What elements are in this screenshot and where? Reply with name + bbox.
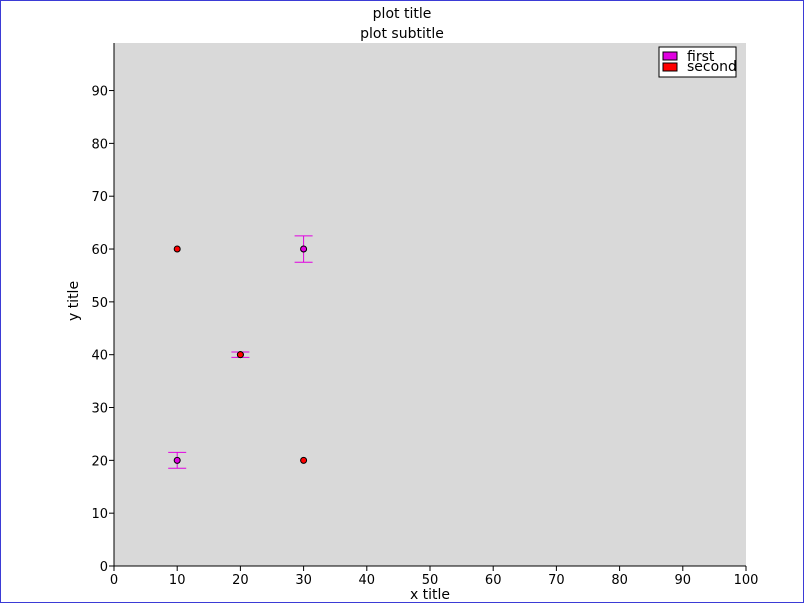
y-tick-label: 30 bbox=[91, 402, 108, 417]
x-tick-label: 30 bbox=[295, 573, 312, 588]
y-tick-label: 60 bbox=[91, 243, 108, 258]
y-tick-label: 50 bbox=[91, 296, 108, 311]
data-point bbox=[300, 456, 308, 464]
legend-label-first: first bbox=[687, 49, 715, 65]
y-tick-label: 80 bbox=[91, 137, 108, 152]
legend-label-second: second bbox=[687, 59, 737, 75]
legend-swatch-first bbox=[662, 51, 678, 61]
x-tick-label: 10 bbox=[169, 573, 186, 588]
plot-area bbox=[114, 43, 746, 566]
y-tick-label: 10 bbox=[91, 507, 108, 522]
x-tick-label: 50 bbox=[422, 573, 439, 588]
x-tick-label: 70 bbox=[548, 573, 565, 588]
chart-subtitle: plot subtitle bbox=[360, 26, 444, 42]
x-tick-label: 80 bbox=[611, 573, 628, 588]
x-tick-label: 20 bbox=[232, 573, 249, 588]
x-tick-label: 90 bbox=[675, 573, 692, 588]
x-tick-label: 40 bbox=[359, 573, 376, 588]
legend-swatch-second bbox=[662, 62, 678, 72]
chart-title: plot title bbox=[373, 6, 432, 22]
y-tick-label: 40 bbox=[91, 349, 108, 364]
y-tick-label: 90 bbox=[91, 85, 108, 100]
data-point bbox=[173, 245, 181, 253]
y-tick-label: 20 bbox=[91, 454, 108, 469]
legend: first second bbox=[658, 46, 737, 78]
data-point bbox=[300, 245, 308, 253]
x-axis-ticks: 0 10 20 30 40 50 60 70 80 90 100 bbox=[110, 566, 759, 588]
y-tick-label: 70 bbox=[91, 190, 108, 205]
y-tick-label: 0 bbox=[100, 560, 108, 575]
x-tick-label: 0 bbox=[110, 573, 118, 588]
data-point bbox=[173, 456, 181, 464]
x-tick-label: 60 bbox=[485, 573, 502, 588]
x-tick-label: 100 bbox=[734, 573, 759, 588]
data-point bbox=[236, 351, 244, 359]
y-axis-title: y title bbox=[66, 281, 82, 321]
y-axis-ticks: 0 10 20 30 40 50 60 70 80 90 bbox=[91, 85, 114, 575]
data-marks bbox=[168, 235, 313, 469]
x-axis-title: x title bbox=[410, 587, 450, 602]
